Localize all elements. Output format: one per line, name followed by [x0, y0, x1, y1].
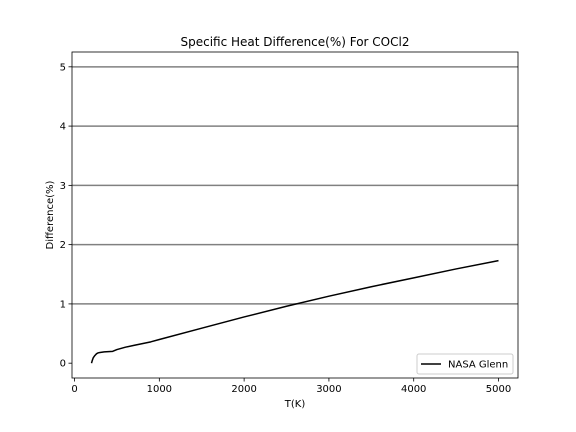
axes-frame: [71, 51, 519, 379]
series-line: [90, 259, 499, 364]
y-tick-label: 0: [60, 359, 66, 370]
chart-title: Specific Heat Difference(%) For COCl2: [181, 35, 410, 49]
x-ticks: 0 1000 2000 3000 4000 5000: [71, 378, 511, 395]
y-tick-label: 5: [60, 62, 66, 73]
x-axis-label: T(K): [284, 399, 306, 410]
series-layer: [90, 259, 499, 364]
horizontal-lines: [72, 66, 518, 305]
x-tick-label: 2000: [231, 384, 256, 395]
y-tick-label: 2: [60, 240, 66, 251]
y-ticks: 0 1 2 3 4 5: [60, 62, 72, 370]
x-tick-label: 4000: [401, 384, 426, 395]
y-tick-label: 1: [60, 299, 66, 310]
legend-box: [416, 353, 514, 375]
y-tick-label: 4: [60, 122, 66, 133]
x-tick-label: 1000: [147, 384, 172, 395]
x-tick-label: 0: [71, 384, 77, 395]
y-axis-label: Difference(%): [45, 180, 56, 249]
x-tick-label: 5000: [486, 384, 511, 395]
x-tick-label: 3000: [316, 384, 341, 395]
legend-label: NASA Glenn: [448, 360, 508, 371]
legend: NASA Glenn: [416, 353, 514, 375]
y-tick-label: 3: [60, 181, 66, 192]
